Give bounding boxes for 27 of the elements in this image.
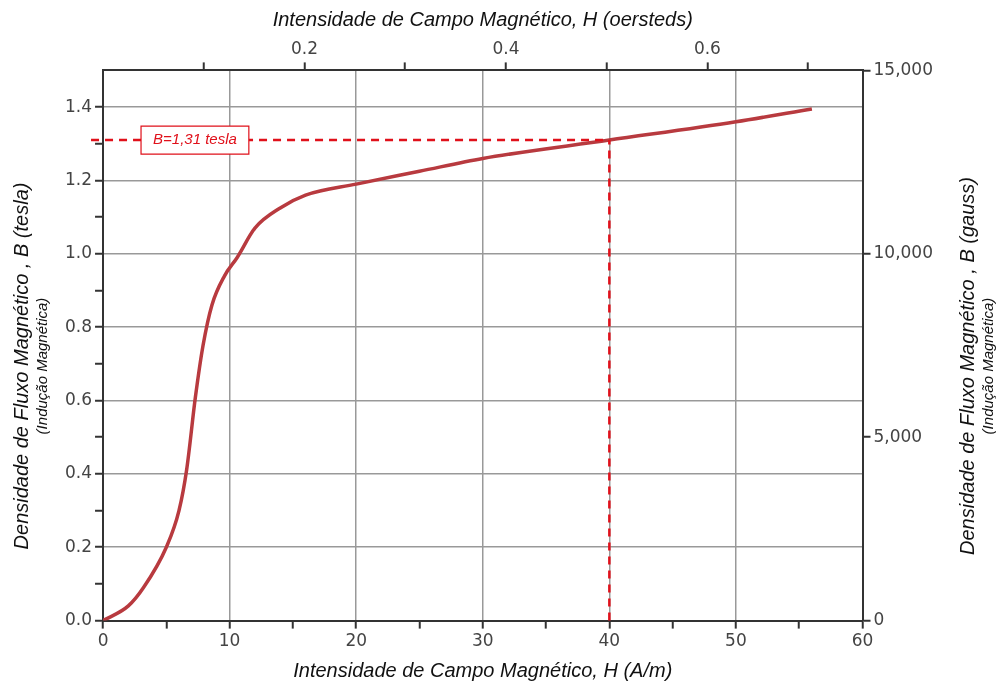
x-tick-label: 40 (598, 630, 621, 651)
x2-axis-title: Intensidade de Campo Magnético, H (oersteds) (272, 7, 693, 30)
y-tick-label: 0.6 (64, 388, 93, 409)
y-tick-label: 1.4 (64, 95, 93, 116)
ref-line-label: B=1,31 tesla (153, 130, 237, 148)
x-tick-label: 60 (851, 630, 874, 651)
y2-tick-label: 5,000 (873, 425, 923, 446)
y2-tick-label: 15,000 (873, 58, 933, 79)
x2-tick-label: 0.4 (492, 37, 520, 58)
x-axis-title: Intensidade de Campo Magnético, H (A/m) (293, 658, 673, 681)
y-tick-label: 0.4 (64, 462, 93, 483)
x-tick-label: 20 (345, 630, 368, 651)
x-tick-label: 30 (471, 630, 494, 651)
x2-tick-label: 0.2 (290, 37, 319, 58)
y-tick-label: 0.2 (64, 535, 93, 556)
x-tick-label: 0 (97, 630, 109, 651)
y2-tick-label: 0 (873, 609, 885, 630)
y-tick-label: 1.2 (64, 168, 93, 189)
y2-axis-title: Densidade de Fluxo Magnético , B (gauss) (Indução Magnética) (955, 176, 997, 557)
y-tick-label: 1.0 (64, 242, 93, 263)
y-tick-label: 0.0 (64, 609, 93, 630)
y2-tick-label: 10,000 (873, 242, 933, 263)
y-tick-label: 0.8 (64, 315, 93, 336)
x-tick-label: 10 (218, 630, 241, 651)
x-tick-label: 50 (725, 630, 747, 651)
y-axis-title: Densidade de Fluxo Magnético , B (tesla) (Indução Magnética) (9, 181, 51, 552)
x2-tick-label: 0.6 (693, 37, 721, 58)
